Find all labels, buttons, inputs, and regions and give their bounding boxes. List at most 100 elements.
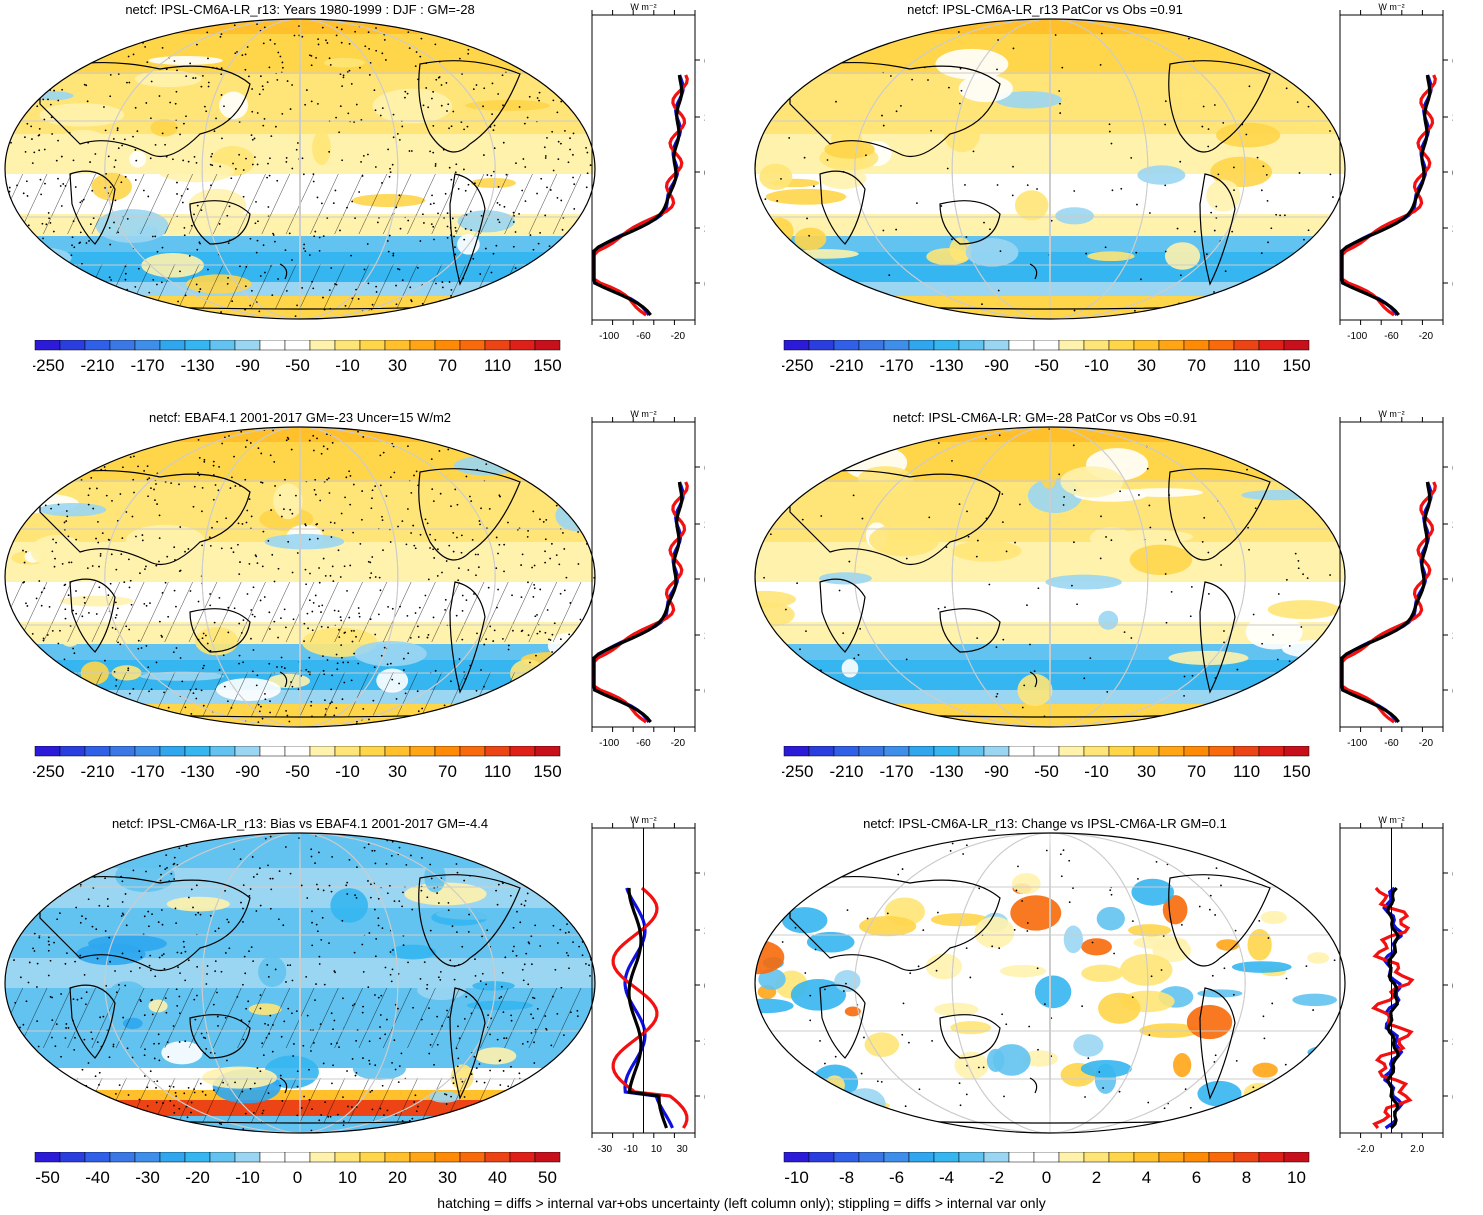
stipple-dot xyxy=(73,652,76,655)
stipple-dot xyxy=(233,24,236,27)
stipple-dot xyxy=(86,836,89,839)
stipple-dot xyxy=(285,161,288,163)
stipple-dot xyxy=(572,1123,575,1126)
stipple-dot xyxy=(108,1056,111,1059)
stipple-dot xyxy=(172,1025,175,1027)
field-blob xyxy=(454,455,517,476)
stipple-dot xyxy=(393,1039,396,1042)
stipple-dot xyxy=(549,274,552,277)
stipple-dot xyxy=(315,523,318,526)
stipple-dot xyxy=(265,1036,268,1039)
stipple-dot xyxy=(115,715,118,717)
stipple-dot xyxy=(425,87,428,89)
stipple-dot xyxy=(266,81,269,83)
stipple-dot xyxy=(234,167,237,170)
stipple-dot xyxy=(15,472,18,475)
colorbar-label: -4 xyxy=(939,1168,954,1187)
stipple-dot xyxy=(1276,658,1279,661)
stipple-dot xyxy=(485,983,487,986)
stipple-dot xyxy=(255,251,258,254)
stipple-dot xyxy=(87,503,90,506)
stipple-dot xyxy=(304,523,307,526)
stipple-dot xyxy=(452,110,455,113)
stipple-dot xyxy=(68,561,71,564)
stipple-dot xyxy=(129,456,132,459)
stipple-dot xyxy=(79,954,82,957)
stipple-dot xyxy=(482,841,485,844)
stipple-dot xyxy=(77,451,80,453)
stipple-dot xyxy=(1207,551,1210,554)
stipple-dot xyxy=(285,981,287,983)
stipple-dot xyxy=(824,1062,826,1065)
stipple-dot xyxy=(467,52,470,55)
stipple-dot xyxy=(437,212,439,215)
stipple-dot xyxy=(317,38,319,41)
stipple-dot xyxy=(203,105,206,108)
stipple-dot xyxy=(156,1080,159,1083)
stipple-dot xyxy=(22,549,24,552)
stipple-dot xyxy=(296,1085,299,1088)
stipple-dot xyxy=(241,1090,244,1093)
stipple-dot xyxy=(305,668,308,671)
stipple-dot xyxy=(361,490,364,492)
stipple-dot xyxy=(198,241,201,244)
field-blob xyxy=(1055,207,1094,225)
stipple-dot xyxy=(461,638,464,641)
stipple-dot xyxy=(389,171,392,173)
stipple-dot xyxy=(283,508,285,511)
stipple-dot xyxy=(202,632,205,635)
stipple-dot xyxy=(2,568,4,570)
stipple-dot xyxy=(270,888,273,891)
stipple-dot xyxy=(274,485,276,487)
stipple-dot xyxy=(6,475,8,477)
stipple-dot xyxy=(360,161,362,163)
stipple-dot xyxy=(876,1080,879,1083)
coastline xyxy=(418,468,521,561)
stipple-dot xyxy=(202,1036,205,1039)
stipple-dot xyxy=(179,657,182,659)
stipple-dot xyxy=(572,485,574,488)
stipple-dot xyxy=(53,834,56,837)
stipple-dot xyxy=(5,238,6,240)
stipple-dot xyxy=(89,288,92,290)
stipple-dot xyxy=(9,16,11,18)
stipple-dot xyxy=(60,155,63,158)
stipple-dot xyxy=(475,1067,478,1069)
stipple-dot xyxy=(242,169,245,171)
field-blob xyxy=(389,944,436,960)
stipple-dot xyxy=(389,476,392,479)
stipple-dot xyxy=(533,867,536,870)
stipple-dot xyxy=(1165,621,1168,624)
stipple-dot xyxy=(198,290,201,293)
stipple-dot xyxy=(917,965,920,968)
stipple-dot xyxy=(244,68,247,71)
stipple-dot xyxy=(432,500,435,503)
stipple-dot xyxy=(230,547,233,550)
stipple-dot xyxy=(454,226,457,229)
stipple-dot xyxy=(59,912,61,915)
stipple-dot xyxy=(755,201,756,203)
stipple-dot xyxy=(212,460,215,463)
stipple-dot xyxy=(322,445,325,448)
stipple-dot xyxy=(256,163,259,166)
stipple-dot xyxy=(314,594,317,597)
stipple-dot xyxy=(201,510,203,513)
stipple-dot xyxy=(80,997,83,1000)
stipple-dot xyxy=(269,711,271,714)
stipple-dot xyxy=(149,730,151,732)
stipple-dot xyxy=(569,1082,572,1085)
stipple-dot xyxy=(398,138,401,141)
stipple-dot xyxy=(21,902,24,905)
stipple-dot xyxy=(164,997,167,1000)
stipple-dot xyxy=(322,235,325,237)
stipple-dot xyxy=(104,129,107,132)
stipple-dot xyxy=(193,213,195,216)
stipple-dot xyxy=(487,586,490,589)
stipple-dot xyxy=(155,833,158,836)
colorbar-label: 8 xyxy=(1242,1168,1251,1187)
stipple-dot xyxy=(22,106,25,109)
stipple-dot xyxy=(539,518,541,521)
stipple-dot xyxy=(379,589,382,592)
colorbar-label: -210 xyxy=(80,762,114,781)
profile-frame xyxy=(1339,14,1444,321)
